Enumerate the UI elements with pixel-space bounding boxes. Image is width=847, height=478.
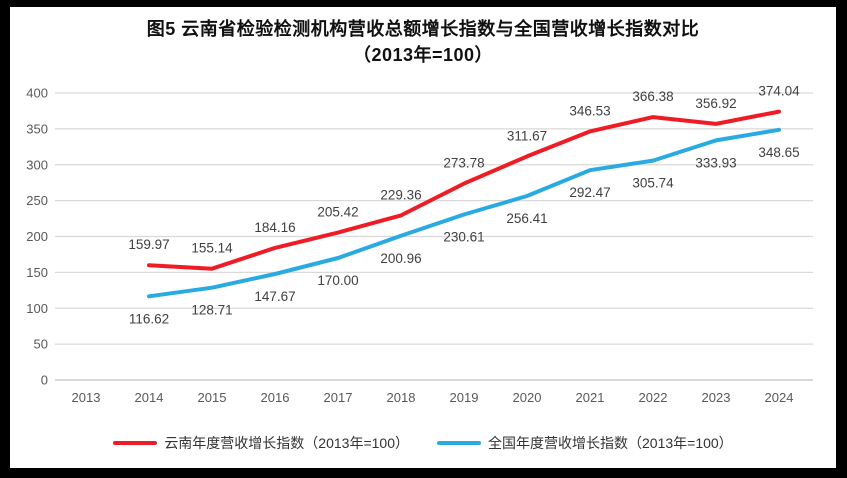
legend-label-yunnan: 云南年度营收增长指数（2013年=100） [164,435,409,451]
data-label: 311.67 [507,128,547,143]
data-label: 292.47 [569,185,610,200]
figure-frame: 图5 云南省检验检测机构营收总额增长指数与全国营收增长指数对比 （2013年=1… [10,7,836,468]
y-tick-label: 100 [26,301,48,316]
y-tick-label: 0 [41,373,48,388]
legend-item-national: 全国年度营收增长指数（2013年=100） [437,433,733,453]
data-label: 333.93 [695,155,736,170]
x-tick-label: 2016 [261,390,290,405]
data-label: 159.97 [128,237,169,252]
data-label: 305.74 [632,176,674,191]
x-tick-label: 2022 [639,390,668,405]
y-tick-label: 350 [26,121,48,136]
legend-item-yunnan: 云南年度营收增长指数（2013年=100） [113,433,409,453]
data-label: 116.62 [129,311,169,326]
data-label: 229.36 [380,187,421,202]
data-label: 128.71 [191,303,232,318]
data-label: 170.00 [317,273,358,288]
x-tick-label: 2018 [387,390,416,405]
y-tick-label: 50 [34,337,48,352]
x-tick-label: 2019 [450,390,479,405]
data-label: 273.78 [443,156,484,171]
x-tick-label: 2020 [513,390,542,405]
y-tick-label: 200 [26,229,48,244]
y-tick-label: 250 [26,193,48,208]
y-tick-label: 150 [26,265,48,280]
yunnan-series-line [147,109,781,271]
data-label: 184.16 [254,220,295,235]
yunnan-line-swatch [113,441,158,445]
data-label: 366.38 [632,89,673,104]
data-label: 230.61 [443,230,484,245]
x-tick-label: 2024 [765,390,794,405]
data-label: 348.65 [758,145,799,160]
x-tick-label: 2014 [135,390,164,405]
chart-legend: 云南年度营收增长指数（2013年=100） 全国年度营收增长指数（2013年=1… [10,433,836,453]
national-line-swatch [437,441,481,445]
chart-title: 图5 云南省检验检测机构营收总额增长指数与全国营收增长指数对比 （2013年=1… [10,16,836,68]
line-chart-plot-area: 0 50 100 150 200 250 300 350 400 2013 2014 2015 2016… [26,84,813,405]
data-label: 256.41 [506,211,547,226]
chart-title-line1: 图5 云南省检验检测机构营收总额增长指数与全国营收增长指数对比 [146,19,700,39]
data-label: 147.67 [254,289,295,304]
x-tick-label: 2023 [702,390,731,405]
x-tick-label: 2021 [576,390,605,405]
legend-label-national: 全国年度营收增长指数（2013年=100） [488,435,733,451]
data-label: 356.92 [695,96,736,111]
x-tick-label: 2015 [198,390,227,405]
y-tick-label: 300 [26,157,48,172]
data-label: 155.14 [191,241,233,256]
x-tick-label: 2017 [324,390,353,405]
national-series-line [147,127,781,299]
data-label: 200.96 [380,251,421,266]
chart-title-line2: （2013年=100） [352,45,494,65]
data-label: 346.53 [569,103,610,118]
y-tick-label: 400 [26,86,48,101]
data-label: 205.42 [317,205,358,220]
data-label: 374.04 [758,84,800,99]
x-tick-label: 2013 [72,390,101,405]
